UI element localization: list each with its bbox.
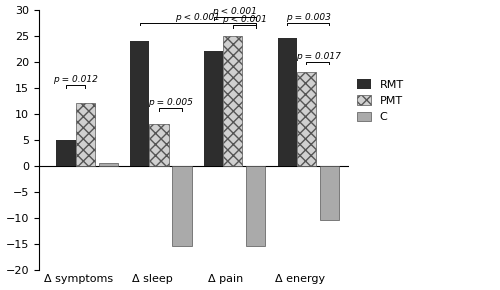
Bar: [297, 72, 316, 166]
Bar: [320, 166, 339, 220]
Legend: RMT, PMT, C: RMT, PMT, C: [358, 79, 404, 122]
Text: p < 0.001: p < 0.001: [212, 7, 257, 16]
Text: p < 0.001: p < 0.001: [176, 12, 220, 21]
Bar: [76, 103, 95, 166]
Text: p = 0.003: p = 0.003: [286, 12, 331, 21]
Text: p = 0.005: p = 0.005: [148, 98, 193, 107]
Bar: [278, 38, 297, 166]
Bar: [223, 36, 242, 166]
Bar: [150, 124, 169, 166]
Text: p = 0.012: p = 0.012: [53, 75, 98, 84]
Text: p = 0.017: p = 0.017: [296, 52, 341, 61]
Text: p < 0.001: p < 0.001: [222, 15, 266, 24]
Bar: [204, 51, 223, 166]
Bar: [172, 166, 192, 246]
Bar: [130, 41, 150, 166]
Bar: [56, 139, 76, 166]
Bar: [246, 166, 266, 246]
Bar: [98, 163, 118, 166]
